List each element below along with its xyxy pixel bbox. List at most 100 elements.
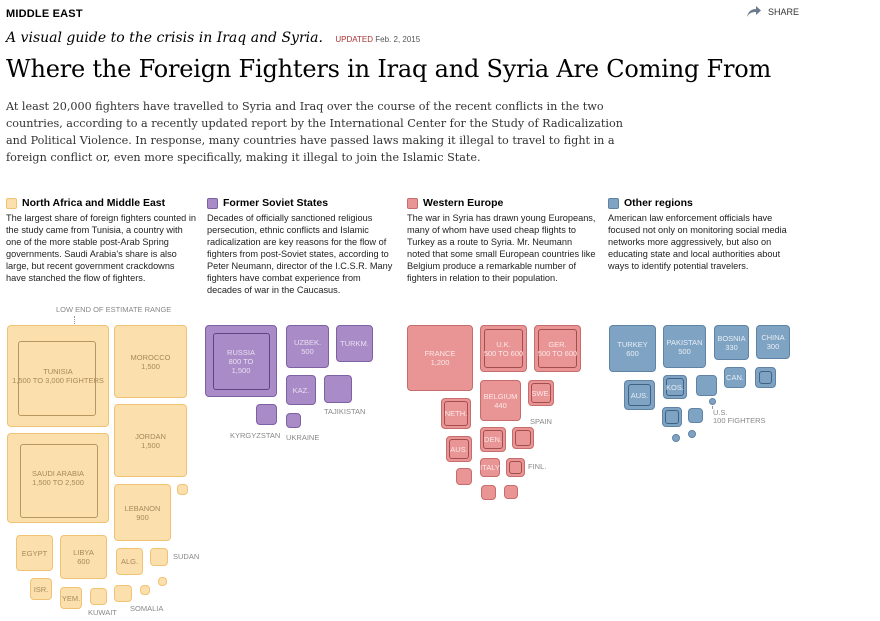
country-label: ISR.	[33, 584, 49, 594]
country-label: ITALY	[480, 463, 500, 472]
share-button[interactable]: SHARE	[746, 5, 799, 18]
country-box-bosnia[interactable]: BOSNIA 330	[714, 325, 749, 360]
estimate-low-outline	[515, 430, 531, 446]
country-box-canada[interactable]: CAN.	[724, 367, 746, 388]
legend-swatch	[608, 197, 619, 209]
us-pointer-line	[712, 406, 713, 408]
country-box-spain[interactable]	[512, 427, 534, 449]
country-box-ukraine[interactable]	[286, 413, 301, 428]
country-box-saudi-arabia[interactable]: SAUDI ARABIA 1,500 TO 2,500	[7, 433, 109, 523]
country-box-netherlands[interactable]: NETH.	[441, 398, 471, 429]
country-box-turkmenistan[interactable]: TURKM.	[336, 325, 373, 362]
estimate-low-outline	[666, 378, 684, 396]
finland-label: FINL.	[528, 462, 547, 471]
country-box-australia[interactable]: AUS.	[624, 380, 655, 410]
country-box-italy[interactable]: ITALY	[480, 458, 500, 477]
estimate-low-outline	[449, 439, 469, 459]
country-box-kyrgyzstan[interactable]	[256, 404, 277, 425]
country-box-kazakhstan[interactable]: KAZ.	[286, 375, 316, 405]
country-box-france[interactable]: FRANCE 1,200	[407, 325, 473, 391]
legend-title: Western Europe	[423, 197, 504, 209]
country-box-morocco[interactable]: MOROCCO 1,500	[114, 325, 187, 398]
spain-label: SPAIN	[530, 417, 552, 426]
country-label: TUNISIA 1,500 TO 3,000 FIGHTERS	[12, 367, 104, 385]
country-label: GER. 500 TO 600	[537, 339, 578, 358]
country-label: BOSNIA 330	[717, 333, 746, 352]
country-label: NETH.	[444, 409, 468, 418]
country-box-china[interactable]: CHINA 300	[756, 325, 790, 359]
country-box-somalia[interactable]	[140, 585, 150, 595]
country-label: KOS.	[666, 382, 684, 392]
country-box-egypt[interactable]: EGYPT	[16, 535, 53, 571]
country-box-kosovo[interactable]: KOS.	[663, 375, 687, 399]
legend-title: North Africa and Middle East	[22, 197, 166, 209]
country-label: SAUDI ARABIA 1,500 TO 2,500	[31, 469, 85, 487]
country-box-small[interactable]	[755, 367, 776, 388]
legend-swatch	[207, 197, 218, 209]
country-box-small[interactable]	[688, 408, 703, 423]
country-box-libya[interactable]: LIBYA 600	[60, 535, 107, 579]
country-box-uk[interactable]: U.K. 500 TO 600	[480, 325, 527, 372]
country-label: KAZ.	[292, 385, 310, 395]
country-label: SWE.	[531, 388, 551, 398]
legend-former-soviet-states: Former Soviet States Decades of official…	[207, 197, 397, 296]
country-box-belgium[interactable]: BELGIUM 440	[480, 380, 521, 421]
country-box-pakistan[interactable]: PAKISTAN 500	[663, 325, 706, 368]
legend-swatch	[407, 197, 418, 209]
country-box-small[interactable]	[114, 585, 132, 602]
country-box-small[interactable]	[456, 468, 472, 485]
updated-label: UPDATED	[335, 35, 374, 44]
country-box-lebanon[interactable]: LEBANON 900	[114, 484, 171, 541]
country-label: UZBEK. 500	[293, 337, 322, 356]
country-box-yemen[interactable]: YEM.	[60, 587, 82, 609]
legend-swatch	[6, 197, 17, 209]
country-label: ALG.	[120, 557, 139, 566]
estimate-low-outline	[759, 371, 772, 384]
country-box-sweden[interactable]: SWE.	[528, 380, 554, 406]
country-label: AUS.	[630, 390, 649, 400]
country-label: U.K. 500 TO 600	[483, 339, 524, 358]
country-label: CHINA 300	[761, 333, 785, 351]
kuwait-label: KUWAIT	[88, 608, 117, 617]
country-box-jordan[interactable]: JORDAN 1,500	[114, 404, 187, 477]
sudan-label: SUDAN	[173, 552, 200, 561]
legend-text: American law enforcement officials have …	[608, 213, 787, 271]
country-box-turkey[interactable]: TURKEY 600	[609, 325, 656, 372]
country-box-sudan[interactable]	[150, 548, 168, 566]
country-box-kuwait[interactable]	[90, 588, 107, 605]
country-box-denmark[interactable]: DEN.	[480, 427, 506, 452]
legend-title: Former Soviet States	[223, 197, 329, 209]
country-dot-small[interactable]	[672, 434, 680, 442]
estimate-low-outline	[20, 444, 98, 518]
headline: Where the Foreign Fighters in Iraq and S…	[6, 55, 772, 83]
country-box-russia[interactable]: RUSSIA 800 TO 1,500	[205, 325, 277, 397]
country-box-small[interactable]	[481, 485, 496, 500]
estimate-low-outline	[483, 430, 503, 449]
country-label: BELGIUM 440	[483, 391, 518, 410]
country-box-united-states[interactable]	[709, 398, 716, 405]
country-label: FRANCE 1,200	[424, 349, 456, 367]
country-box-austria[interactable]: AUS.	[446, 436, 472, 462]
country-label: LIBYA 600	[73, 548, 94, 566]
country-box-uzbekistan[interactable]: UZBEK. 500	[286, 325, 329, 368]
country-box-small[interactable]	[504, 485, 518, 499]
country-box-germany[interactable]: GER. 500 TO 600	[534, 325, 581, 372]
legend-text: Decades of officially sanctioned religio…	[207, 213, 393, 295]
section-label[interactable]: MIDDLE EAST	[6, 8, 83, 20]
country-box-small[interactable]	[158, 577, 167, 586]
estimate-range-label: LOW END OF ESTIMATE RANGE	[56, 305, 172, 314]
kyrgyzstan-label: KYRGYZSTAN	[230, 431, 281, 440]
country-box-tunisia[interactable]: TUNISIA 1,500 TO 3,000 FIGHTERS	[7, 325, 109, 427]
country-box-finland[interactable]	[506, 458, 525, 477]
legend-north-africa-middle-east: North Africa and Middle East The largest…	[6, 197, 196, 284]
country-box-small[interactable]	[662, 407, 682, 427]
country-dot-small[interactable]	[688, 430, 696, 438]
country-box-israel[interactable]: ISR.	[30, 578, 52, 600]
legend-title: Other regions	[624, 197, 693, 209]
estimate-low-outline	[665, 410, 679, 424]
country-box-tajikistan[interactable]	[324, 375, 352, 403]
country-box-algeria[interactable]: ALG.	[116, 548, 143, 575]
country-box-small[interactable]	[696, 375, 717, 396]
country-box-small[interactable]	[177, 484, 188, 495]
legend-western-europe: Western Europe The war in Syria has draw…	[407, 197, 597, 284]
